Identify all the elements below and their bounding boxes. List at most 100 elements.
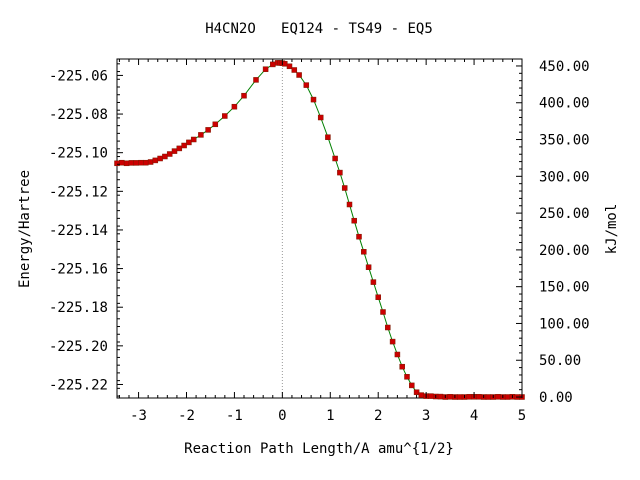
y-axis-label: Energy/Hartree: [17, 170, 33, 288]
x-tick-label: -1: [226, 408, 243, 424]
data-point: [317, 114, 324, 121]
data-point: [380, 309, 386, 315]
y2-tick-label: 450.00: [539, 59, 590, 75]
x-tick-label: -3: [130, 408, 147, 424]
data-point: [341, 185, 348, 191]
data-point: [282, 61, 288, 67]
x-tick-label: 5: [518, 408, 526, 424]
data-point: [356, 233, 362, 240]
data-point: [190, 136, 197, 143]
data-point: [346, 201, 353, 208]
x-tick-label: -2: [178, 408, 195, 424]
x-axis-label: Reaction Path Length/A amu^{1/2}: [184, 441, 454, 457]
data-point: [361, 249, 367, 255]
y2-tick-label: 0.00: [539, 390, 573, 406]
data-point: [205, 127, 211, 133]
x-tick-label: 3: [422, 408, 430, 424]
y2-tick-label: 50.00: [539, 353, 581, 369]
data-point: [428, 393, 434, 399]
axes: [116, 58, 523, 399]
data-point: [466, 394, 473, 400]
y-tick-label: -225.20: [49, 339, 108, 355]
y-tick-label: -225.12: [49, 184, 108, 200]
data-point: [123, 160, 130, 167]
data-point: [171, 148, 178, 154]
data-point: [476, 394, 482, 400]
y2-tick-label: 300.00: [539, 169, 590, 185]
y2-tick-label: 250.00: [539, 206, 590, 222]
y2-axis-ticks: 450.00 400.00 350.00 300.00 250.00 200.00 150.…: [516, 59, 590, 406]
y-tick-label: -225.16: [49, 262, 108, 278]
data-point: [231, 103, 238, 110]
data-point: [303, 82, 310, 88]
data-point: [370, 279, 377, 285]
data-point: [351, 217, 357, 224]
data-point: [375, 294, 381, 300]
x-tick-label: 0: [278, 408, 286, 424]
data-point: [399, 363, 405, 370]
data-point: [147, 159, 154, 165]
data-point: [495, 394, 501, 400]
data-point: [270, 61, 276, 68]
x-axis-ticks: -3 -2 -1 0 1 2 3 4 5: [118, 59, 526, 424]
data-point: [389, 338, 396, 345]
y2-tick-label: 350.00: [539, 133, 590, 149]
data-point: [143, 159, 149, 166]
data-point: [176, 145, 183, 152]
data-point: [286, 63, 293, 70]
y-tick-label: -225.22: [49, 377, 108, 393]
data-point: [504, 394, 511, 400]
data-point: [133, 160, 139, 166]
y2-tick-label: 200.00: [539, 243, 590, 259]
y-axis-ticks: -225.06 -225.08 -225.10 -225.12 -225.14 -225.…: [49, 63, 123, 397]
chart-title: H4CN2O EQ124 - TS49 - EQ5: [205, 21, 433, 37]
y-tick-label: -225.18: [49, 300, 108, 316]
data-point: [325, 134, 331, 140]
y-tick-label: -225.06: [49, 68, 108, 84]
data-point: [157, 155, 163, 162]
data-point: [152, 157, 159, 164]
data-point: [241, 92, 247, 99]
data-point: [310, 96, 317, 103]
data-point: [222, 113, 228, 119]
data-point: [418, 392, 425, 398]
data-point: [119, 159, 125, 166]
data-point: [485, 394, 492, 400]
data-point: [332, 155, 338, 162]
data-point: [456, 394, 463, 400]
data-point: [128, 160, 135, 166]
data-point: [181, 142, 187, 149]
data-point: [337, 169, 343, 176]
data-point: [447, 394, 453, 400]
data-point: [186, 139, 192, 146]
y2-tick-label: 100.00: [539, 316, 590, 332]
data-point: [212, 121, 219, 128]
data-point: [162, 153, 168, 160]
data-point: [413, 389, 420, 395]
x-tick-label: 2: [374, 408, 382, 424]
x-tick-label: 1: [326, 408, 334, 424]
y-tick-label: -225.10: [49, 146, 108, 162]
data-points: [114, 60, 525, 400]
data-point: [394, 351, 401, 358]
x-tick-label: 4: [470, 408, 478, 424]
y-tick-label: -225.14: [49, 223, 108, 239]
data-point: [253, 77, 259, 83]
data-point: [262, 66, 269, 72]
y2-tick-label: 150.00: [539, 280, 590, 296]
data-point: [385, 324, 391, 331]
data-point: [291, 67, 298, 73]
y2-axis-label: kJ/mol: [604, 204, 620, 255]
data-point: [409, 382, 415, 389]
data-point: [404, 374, 410, 380]
data-point: [437, 393, 444, 400]
data-point: [166, 151, 173, 157]
data-point: [114, 160, 120, 167]
y2-tick-label: 400.00: [539, 96, 590, 112]
data-point: [365, 264, 372, 270]
y-tick-label: -225.08: [49, 107, 108, 123]
data-point: [296, 72, 302, 78]
plot-frame: [116, 58, 523, 399]
data-point: [198, 132, 204, 138]
